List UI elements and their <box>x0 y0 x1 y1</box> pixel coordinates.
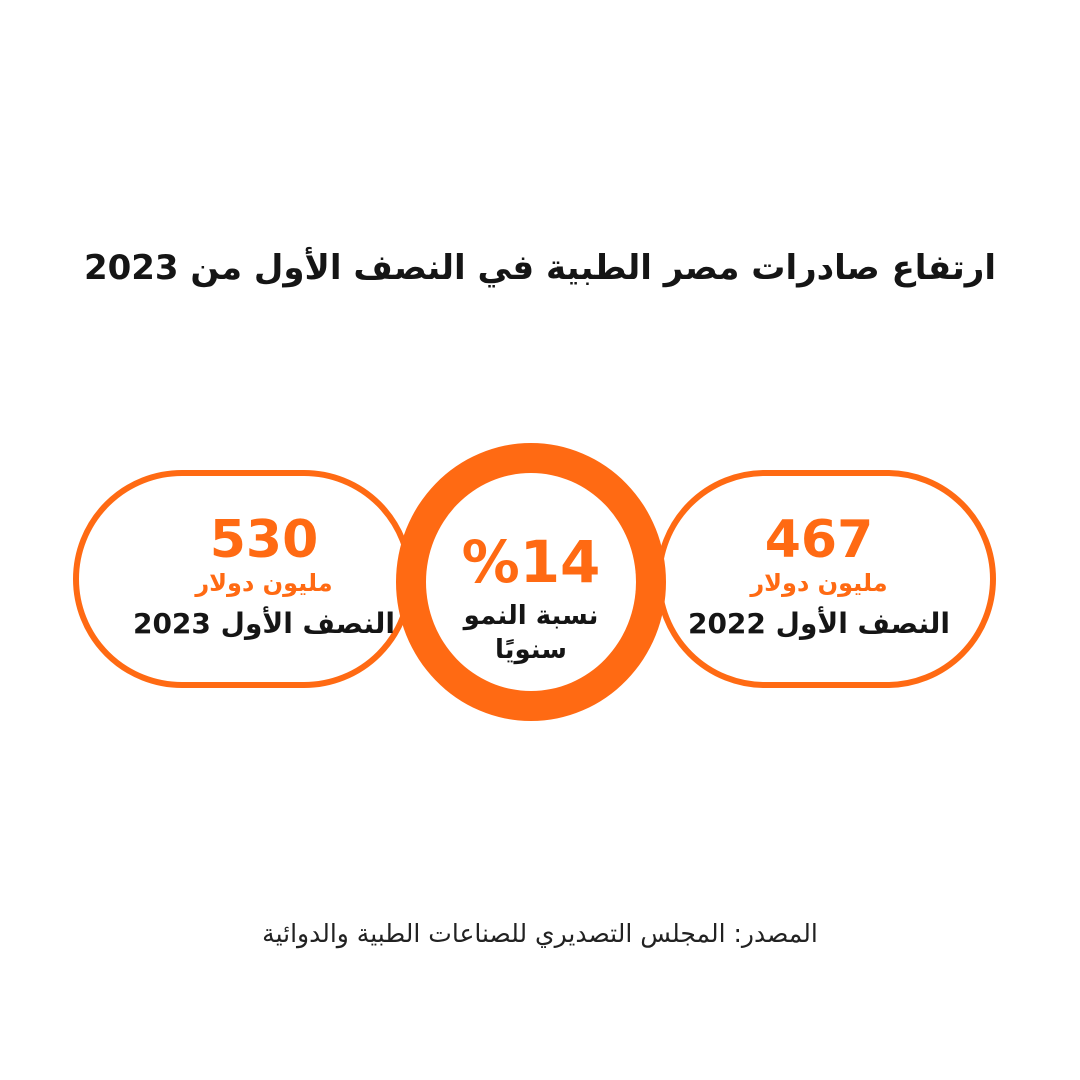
growth-percentage: %14 <box>461 528 601 596</box>
source-note: المصدر: المجلس التصديري للصناعات الطبية … <box>262 919 818 948</box>
page-title: ارتفاع صادرات مصر الطبية في النصف الأول … <box>83 248 997 288</box>
stat-card-content: 467 مليون دولار النصف الأول 2022 <box>674 512 964 644</box>
stat-card-h1-2023: 530 مليون دولار النصف الأول 2023 <box>73 470 413 688</box>
growth-content: %14 نسبة النمو سنويًا <box>426 531 636 667</box>
stat-unit-2023: مليون دولار <box>195 569 333 597</box>
stat-value-2022: 467 <box>764 510 874 570</box>
growth-label: نسبة النمو سنويًا <box>463 601 599 665</box>
stat-value-2023: 530 <box>209 510 319 570</box>
stat-period-2022: النصف الأول 2022 <box>687 607 951 640</box>
stat-unit-2022: مليون دولار <box>750 569 888 597</box>
growth-ring: %14 نسبة النمو سنويًا <box>396 443 666 721</box>
stat-card-h1-2022: 467 مليون دولار النصف الأول 2022 <box>656 470 996 688</box>
stat-period-2023: النصف الأول 2023 <box>132 607 396 640</box>
stat-card-content: 530 مليون دولار النصف الأول 2023 <box>119 512 409 644</box>
